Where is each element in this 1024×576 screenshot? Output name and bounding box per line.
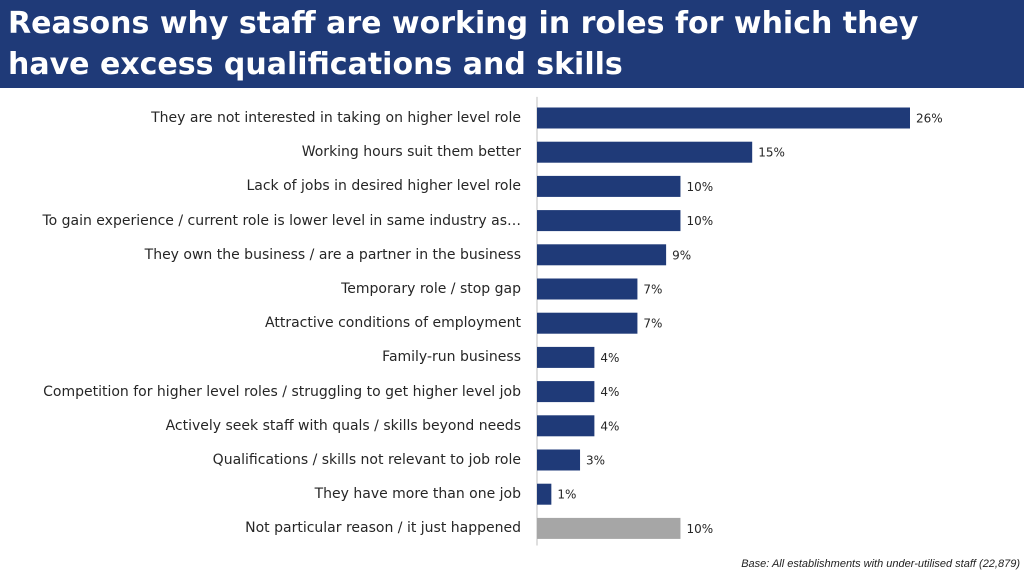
data-label: 4%	[600, 419, 619, 433]
bar-chart: 26% 15% 10% 10% 9% 7% 7% 4% 4% 4% 3% 1% 10%	[536, 96, 943, 546]
bar	[537, 517, 681, 539]
data-label: 26%	[916, 112, 943, 126]
data-label: 4%	[600, 351, 619, 365]
bar	[537, 244, 667, 266]
data-label: 4%	[600, 385, 619, 399]
data-label: 10%	[686, 180, 713, 194]
data-label: 9%	[672, 248, 691, 262]
bar	[537, 107, 910, 129]
data-label: 15%	[758, 146, 785, 160]
chart-area: They are not interested in taking on hig…	[0, 88, 1024, 553]
data-label: 7%	[643, 283, 662, 297]
base-note: Base: All establishments with under-util…	[741, 558, 1020, 570]
bar	[537, 449, 581, 471]
data-label: 3%	[586, 454, 605, 468]
data-label: 10%	[686, 214, 713, 228]
bar	[537, 278, 638, 300]
bar	[537, 346, 595, 368]
bar	[537, 483, 552, 505]
bar	[537, 381, 595, 403]
data-label: 7%	[643, 317, 662, 331]
bar	[537, 141, 753, 163]
bar	[537, 175, 681, 197]
data-label: 1%	[557, 488, 576, 502]
data-label: 10%	[686, 522, 713, 536]
page-title: Reasons why staff are working in roles f…	[8, 6, 919, 82]
bar	[537, 312, 638, 334]
title-band: Reasons why staff are working in roles f…	[0, 0, 1024, 88]
bar	[537, 415, 595, 437]
bar	[537, 210, 681, 232]
